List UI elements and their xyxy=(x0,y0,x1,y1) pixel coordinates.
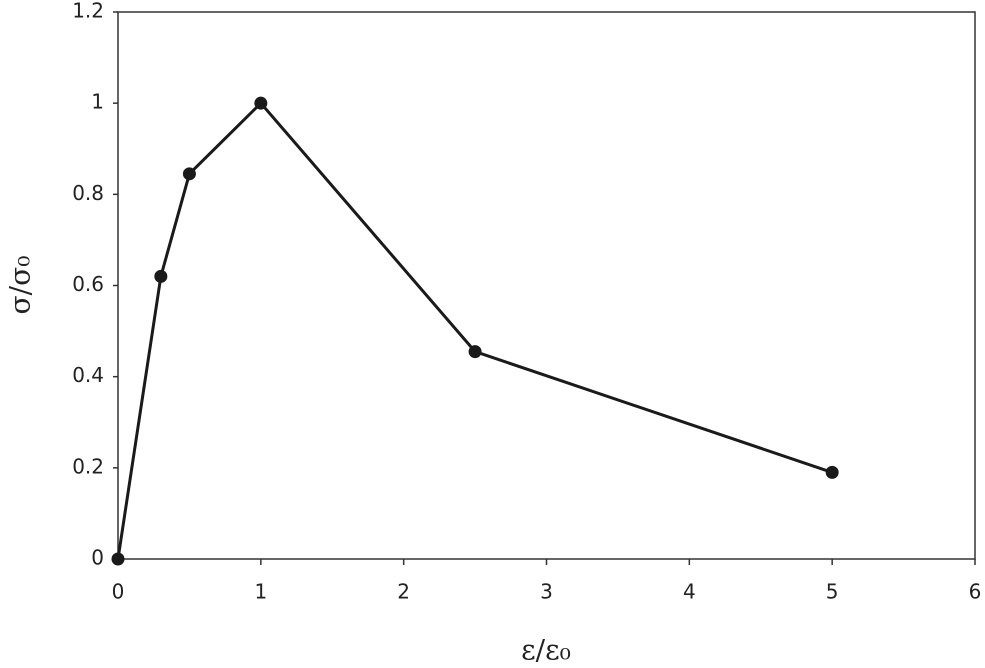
y-tick-label: 0.6 xyxy=(72,272,104,296)
y-tick-label: 0.2 xyxy=(72,454,104,478)
x-axis-title: ε/ε₀ xyxy=(521,634,571,667)
x-tick-label: 1 xyxy=(254,580,267,604)
y-tick-label: 0 xyxy=(91,546,104,570)
data-point xyxy=(468,345,482,359)
x-tick-label: 5 xyxy=(826,580,839,604)
y-axis-title: σ/σ₀ xyxy=(4,256,37,315)
data-line xyxy=(116,100,833,560)
x-tick-label: 6 xyxy=(969,580,982,604)
y-tick-label: 0.4 xyxy=(72,363,104,387)
data-point xyxy=(154,269,168,283)
y-tick-label: 0.8 xyxy=(72,181,104,205)
x-tick-label: 2 xyxy=(397,580,410,604)
y-tick-label: 1.2 xyxy=(72,0,104,23)
data-point xyxy=(182,167,196,181)
y-tick-label: 1 xyxy=(91,90,104,114)
x-tick-label: 3 xyxy=(540,580,553,604)
data-point xyxy=(111,552,125,566)
plot-frame xyxy=(117,11,976,560)
x-tick-label: 0 xyxy=(112,580,125,604)
data-point xyxy=(254,96,268,110)
data-point xyxy=(825,465,839,479)
x-tick-label: 4 xyxy=(683,580,696,604)
